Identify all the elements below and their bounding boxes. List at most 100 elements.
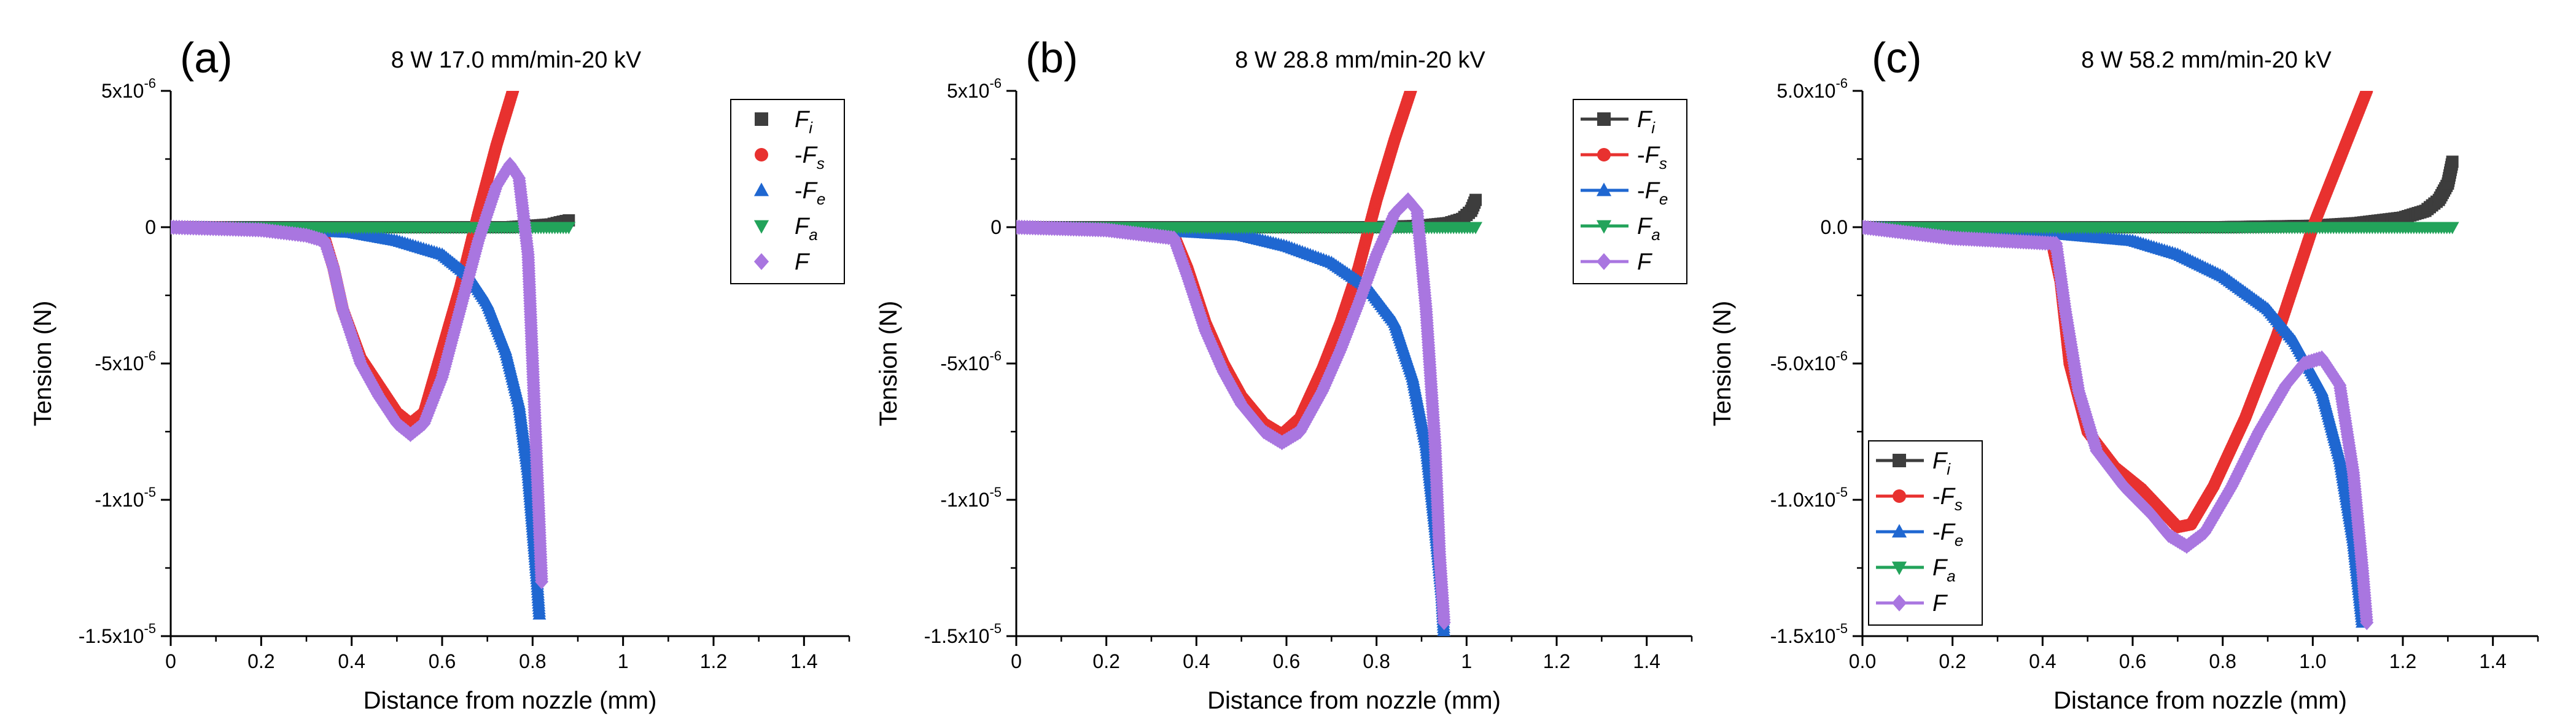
series-diamond: [1862, 219, 2374, 631]
x-tick-label: 0.6: [429, 650, 456, 672]
x-tick-label: 1: [1461, 650, 1472, 672]
y-tick-exponent: -6: [144, 348, 156, 364]
legend-label: F: [1637, 249, 1652, 275]
legend-label-base: F: [1637, 249, 1652, 275]
y-axis-title: Tension (N): [1709, 301, 1736, 427]
y-tick-label: -5x10-6: [940, 348, 1002, 375]
legend-marker: [755, 112, 768, 126]
y-tick-mantissa: -1.0x10: [1770, 489, 1836, 511]
legend-label: Fa: [795, 214, 818, 244]
x-axis-title: Distance from nozzle (mm): [1207, 687, 1501, 714]
y-tick-exponent: -6: [144, 76, 156, 91]
y-tick-label: 5x10-6: [101, 76, 156, 102]
legend-marker: [1597, 112, 1611, 126]
y-tick-exponent: -6: [989, 76, 1002, 91]
legend-label-base: -: [1637, 178, 1645, 204]
legend-label-sub: a: [1651, 225, 1660, 244]
legend-label-f: F: [1940, 484, 1956, 510]
y-tick-mantissa: -1x10: [940, 489, 989, 511]
x-tick-label: 0.4: [1183, 650, 1210, 672]
x-tick-label: 1.2: [1543, 650, 1570, 672]
data-point: [1440, 629, 1448, 636]
legend-label-base: -: [795, 142, 803, 168]
series-diamond: [1016, 192, 1451, 631]
legend-label-sub: a: [809, 225, 817, 244]
data-point: [1406, 91, 1417, 95]
legend-label-sub: e: [1659, 190, 1668, 208]
x-axis-title: Distance from nozzle (mm): [364, 687, 657, 714]
legend-label-sub: e: [1955, 531, 1963, 550]
chart-title: 8 W 28.8 mm/min-20 kV: [1235, 47, 1485, 73]
y-tick-exponent: -5: [144, 621, 156, 636]
panel-label: (a): [180, 34, 233, 82]
legend-marker: [1893, 489, 1906, 503]
series-diamond: [171, 157, 549, 589]
y-tick-mantissa: -1.5x10: [924, 625, 990, 647]
y-tick-exponent: -5: [989, 484, 1002, 500]
chart-title: 8 W 17.0 mm/min-20 kV: [391, 47, 642, 73]
legend-label-base: F: [1932, 448, 1948, 474]
legend-marker: [1893, 454, 1906, 467]
legend-label: F: [1932, 591, 1948, 616]
legend-label-sub: s: [1955, 496, 1963, 514]
legend-label-base: F: [1637, 107, 1652, 133]
legend-label-f: F: [803, 178, 818, 204]
x-tick-label: 0.6: [1273, 650, 1300, 672]
data-point: [562, 222, 576, 235]
chart-panel-3: 0.0 0.2 0.4 0.6 0.8 1.0 1.2 1.45.0x10-60.0-5.0x…: [1709, 34, 2539, 714]
y-tick-exponent: -5: [1835, 621, 1848, 636]
legend-label-base: -: [1932, 519, 1940, 545]
data-point: [2360, 91, 2373, 97]
plot-area: [1862, 91, 2459, 631]
y-tick-exponent: -6: [1835, 76, 1848, 91]
legend-label: Fa: [1637, 214, 1660, 244]
series-circle: [171, 91, 519, 430]
chart-title: 8 W 58.2 mm/min-20 kV: [2081, 47, 2332, 73]
data-point: [532, 607, 547, 620]
data-point: [1469, 193, 1482, 206]
series-triangle-up: [1862, 220, 2369, 628]
y-tick-exponent: -5: [989, 621, 1002, 636]
legend-label: -Fe: [1637, 178, 1668, 208]
y-tick-label: 0: [990, 216, 1002, 238]
x-tick-label: 0.8: [519, 650, 546, 672]
y-tick-mantissa: 5x10: [947, 80, 989, 102]
plot-area: [1016, 91, 1482, 636]
legend-label-base: F: [795, 107, 810, 133]
data-point: [512, 91, 518, 92]
legend-label: -Fe: [795, 178, 825, 208]
legend-label-base: -: [1637, 142, 1645, 168]
legend-label: -Fs: [1932, 484, 1963, 514]
y-tick-exponent: -5: [144, 484, 156, 500]
legend-label-base: -: [1932, 484, 1940, 510]
y-tick-mantissa: 5.0x10: [1776, 80, 1835, 102]
y-tick-label: 0: [145, 216, 156, 238]
y-tick-label: -5.0x10-6: [1770, 348, 1848, 375]
legend-label: -Fs: [1637, 142, 1667, 173]
x-axis-title: Distance from nozzle (mm): [2053, 687, 2347, 714]
x-tick-label: 0.6: [2119, 650, 2146, 672]
legend-label-sub: s: [817, 154, 825, 173]
x-tick-label: 0.4: [2029, 650, 2056, 672]
legend-label: F: [795, 249, 810, 275]
y-tick-exponent: -6: [1835, 348, 1848, 364]
x-tick-label: 0.2: [247, 650, 274, 672]
data-point: [508, 91, 519, 95]
series-circle: [1016, 91, 1417, 441]
data-point: [1437, 615, 1451, 631]
legend-label: Fi: [1637, 107, 1656, 137]
x-tick-label: 0: [165, 650, 176, 672]
x-tick-label: 0.8: [1363, 650, 1390, 672]
x-tick-label: 1: [618, 650, 629, 672]
y-tick-label: -5x10-6: [95, 348, 156, 375]
data-point: [1409, 91, 1415, 92]
y-tick-label: 5x10-6: [947, 76, 1002, 102]
x-tick-label: 0.2: [1092, 650, 1119, 672]
legend-label: Fi: [1932, 448, 1951, 478]
series-triangle-up: [1016, 220, 1451, 636]
y-tick-label: -1.0x10-5: [1770, 484, 1848, 511]
y-tick-mantissa: 5x10: [101, 80, 144, 102]
